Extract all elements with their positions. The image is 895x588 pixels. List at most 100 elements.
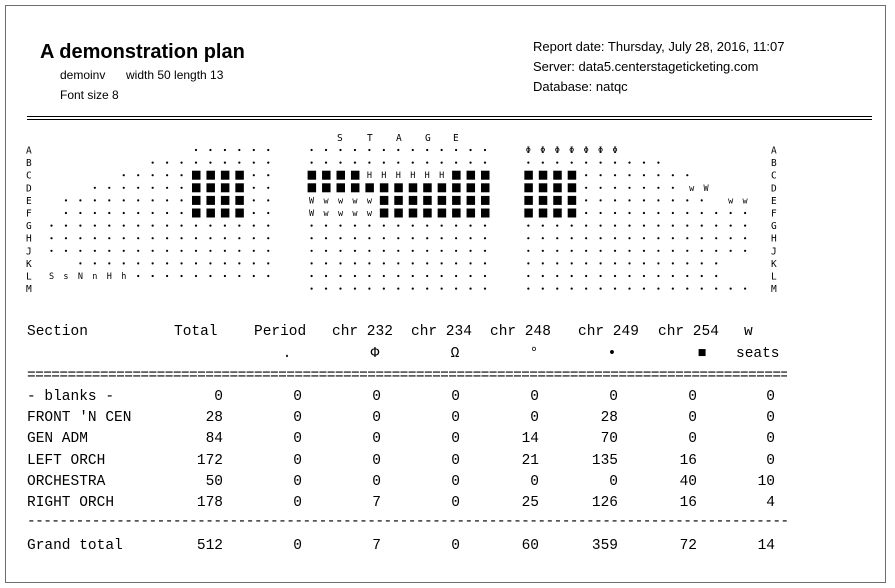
seat-dot [252, 174, 255, 177]
seat-dot [455, 148, 458, 152]
seat-dot [613, 287, 617, 290]
seat-dot [180, 274, 183, 278]
seat-dot [527, 249, 530, 252]
seat-dot [729, 237, 732, 240]
header-period-symbol: . [282, 346, 292, 362]
seat-square [350, 183, 360, 193]
seat-square [307, 170, 317, 180]
seat-dot [556, 224, 559, 227]
seat-dot [599, 224, 602, 227]
seat-degree: ° [63, 0, 68, 3]
seat-dot [426, 249, 429, 252]
seat-dot [585, 211, 588, 215]
seat-square [307, 183, 317, 193]
seat-dot [411, 262, 414, 265]
seat-dot [209, 148, 212, 152]
value-cell: 172 [196, 452, 223, 469]
seat-dot [642, 274, 646, 278]
value-cell: 0 [609, 473, 618, 490]
seat-dot [686, 199, 689, 202]
value-cell: 7 [372, 495, 381, 511]
seat-dot [729, 287, 732, 290]
seat-dot [628, 174, 631, 177]
seat-square [481, 208, 490, 218]
seat-dot [397, 161, 400, 164]
seat-degree: ° [49, 0, 54, 3]
seat-w: w [728, 196, 734, 206]
section-name: - blanks - [27, 389, 115, 405]
seat-degree: ° [237, 0, 242, 3]
value-cell: 0 [451, 431, 460, 448]
seat-dot [657, 237, 660, 240]
value-cell: 178 [196, 495, 223, 511]
seat-degree: ° [743, 0, 748, 3]
seat-square [394, 183, 403, 193]
row-letter: M [26, 284, 32, 295]
seat-dot [310, 237, 313, 240]
seat-dot [628, 161, 631, 164]
seat-dot [628, 287, 631, 290]
seat-degree: ° [728, 0, 733, 3]
row-letter: H [26, 234, 32, 245]
seat-square [553, 195, 562, 205]
value-cell: 0 [293, 431, 302, 448]
seat-dot [166, 186, 169, 189]
value-cell: 0 [451, 538, 460, 554]
value-cell: 0 [372, 389, 381, 405]
seat-dot [64, 211, 68, 215]
seat-dot [151, 249, 154, 252]
value-cell: 512 [196, 538, 223, 554]
seat-w: W [309, 196, 315, 206]
seat-w: w [743, 196, 749, 206]
seat-dot [744, 249, 747, 252]
seat-dot [628, 274, 631, 278]
value-cell: 16 [679, 495, 697, 511]
seat-dot [613, 174, 617, 177]
seat-dot [628, 199, 631, 202]
seat-square [437, 183, 447, 193]
seat-square [423, 183, 432, 193]
seat-dot [671, 211, 674, 215]
seat-dot [180, 262, 183, 265]
seat-dot [455, 224, 458, 227]
header-degree-symbol: ° [529, 346, 539, 362]
seat-square [220, 183, 230, 193]
seat-grid: ΦΦΦΦΦΦΦHHHHHHwWWwwwwwwWwwww°°°°SsNnHh°°°… [49, 0, 749, 290]
seat-dot [527, 287, 530, 290]
seat-dot [411, 237, 414, 240]
seat-dot [686, 249, 689, 252]
seat-letter: H [107, 272, 112, 282]
value-cell: 70 [600, 431, 618, 448]
seat-dot [599, 174, 602, 177]
seat-dot [744, 237, 747, 240]
seat-dot [267, 148, 270, 152]
seat-dot [599, 249, 602, 252]
seat-dot [252, 274, 255, 278]
value-cell: 135 [591, 452, 618, 469]
seat-degree: ° [107, 0, 112, 3]
row-letter: G [26, 221, 32, 232]
row-letter: F [771, 209, 777, 220]
value-cell: 72 [679, 538, 697, 554]
seat-dot [426, 224, 429, 227]
seat-w: w [323, 196, 329, 206]
seat-dot [166, 262, 169, 265]
seat-dot [382, 161, 385, 164]
seat-dot [267, 262, 270, 265]
seat-dot [122, 186, 125, 189]
seat-dot [715, 237, 718, 240]
seat-dot [397, 262, 400, 265]
seat-dot [729, 211, 732, 215]
section-name: ORCHESTRA [27, 473, 106, 490]
seat-dot [556, 274, 559, 278]
seat-square [481, 195, 490, 205]
seat-w: w [352, 209, 358, 219]
seat-dot [686, 262, 689, 265]
seat-dot [122, 174, 125, 177]
seat-dot [570, 274, 573, 278]
single-rule: ----------------------------------------… [27, 515, 787, 529]
seat-dot [570, 224, 573, 227]
seat-dot [64, 237, 68, 240]
value-cell: 0 [372, 431, 381, 448]
seat-dot [585, 199, 588, 202]
